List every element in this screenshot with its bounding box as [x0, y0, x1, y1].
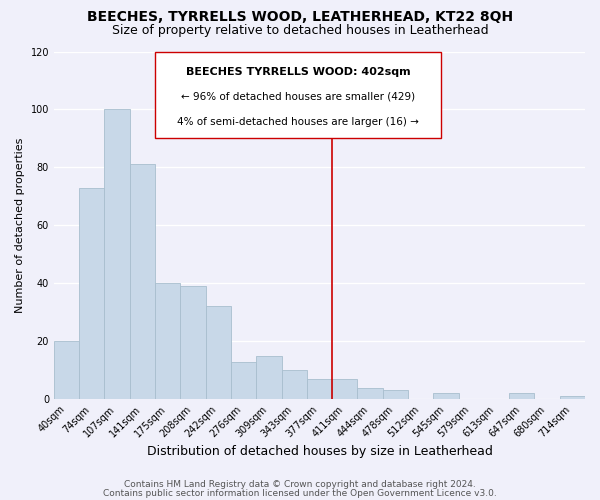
Bar [560, 396, 585, 399]
Y-axis label: Number of detached properties: Number of detached properties [15, 138, 25, 313]
Bar [509, 394, 535, 399]
Bar [104, 110, 130, 399]
Bar [281, 370, 307, 399]
X-axis label: Distribution of detached houses by size in Leatherhead: Distribution of detached houses by size … [146, 444, 493, 458]
Text: Size of property relative to detached houses in Leatherhead: Size of property relative to detached ho… [112, 24, 488, 37]
Bar [181, 286, 206, 399]
FancyBboxPatch shape [155, 52, 441, 139]
Bar [358, 388, 383, 399]
Text: Contains public sector information licensed under the Open Government Licence v3: Contains public sector information licen… [103, 488, 497, 498]
Bar [206, 306, 231, 399]
Text: BEECHES TYRRELLS WOOD: 402sqm: BEECHES TYRRELLS WOOD: 402sqm [185, 67, 410, 77]
Text: ← 96% of detached houses are smaller (429): ← 96% of detached houses are smaller (42… [181, 92, 415, 102]
Bar [433, 394, 458, 399]
Text: 4% of semi-detached houses are larger (16) →: 4% of semi-detached houses are larger (1… [177, 117, 419, 127]
Text: Contains HM Land Registry data © Crown copyright and database right 2024.: Contains HM Land Registry data © Crown c… [124, 480, 476, 489]
Bar [231, 362, 256, 399]
Bar [54, 341, 79, 399]
Bar [79, 188, 104, 399]
Bar [307, 379, 332, 399]
Bar [383, 390, 408, 399]
Bar [130, 164, 155, 399]
Bar [155, 284, 181, 399]
Text: BEECHES, TYRRELLS WOOD, LEATHERHEAD, KT22 8QH: BEECHES, TYRRELLS WOOD, LEATHERHEAD, KT2… [87, 10, 513, 24]
Bar [256, 356, 281, 399]
Bar [332, 379, 358, 399]
